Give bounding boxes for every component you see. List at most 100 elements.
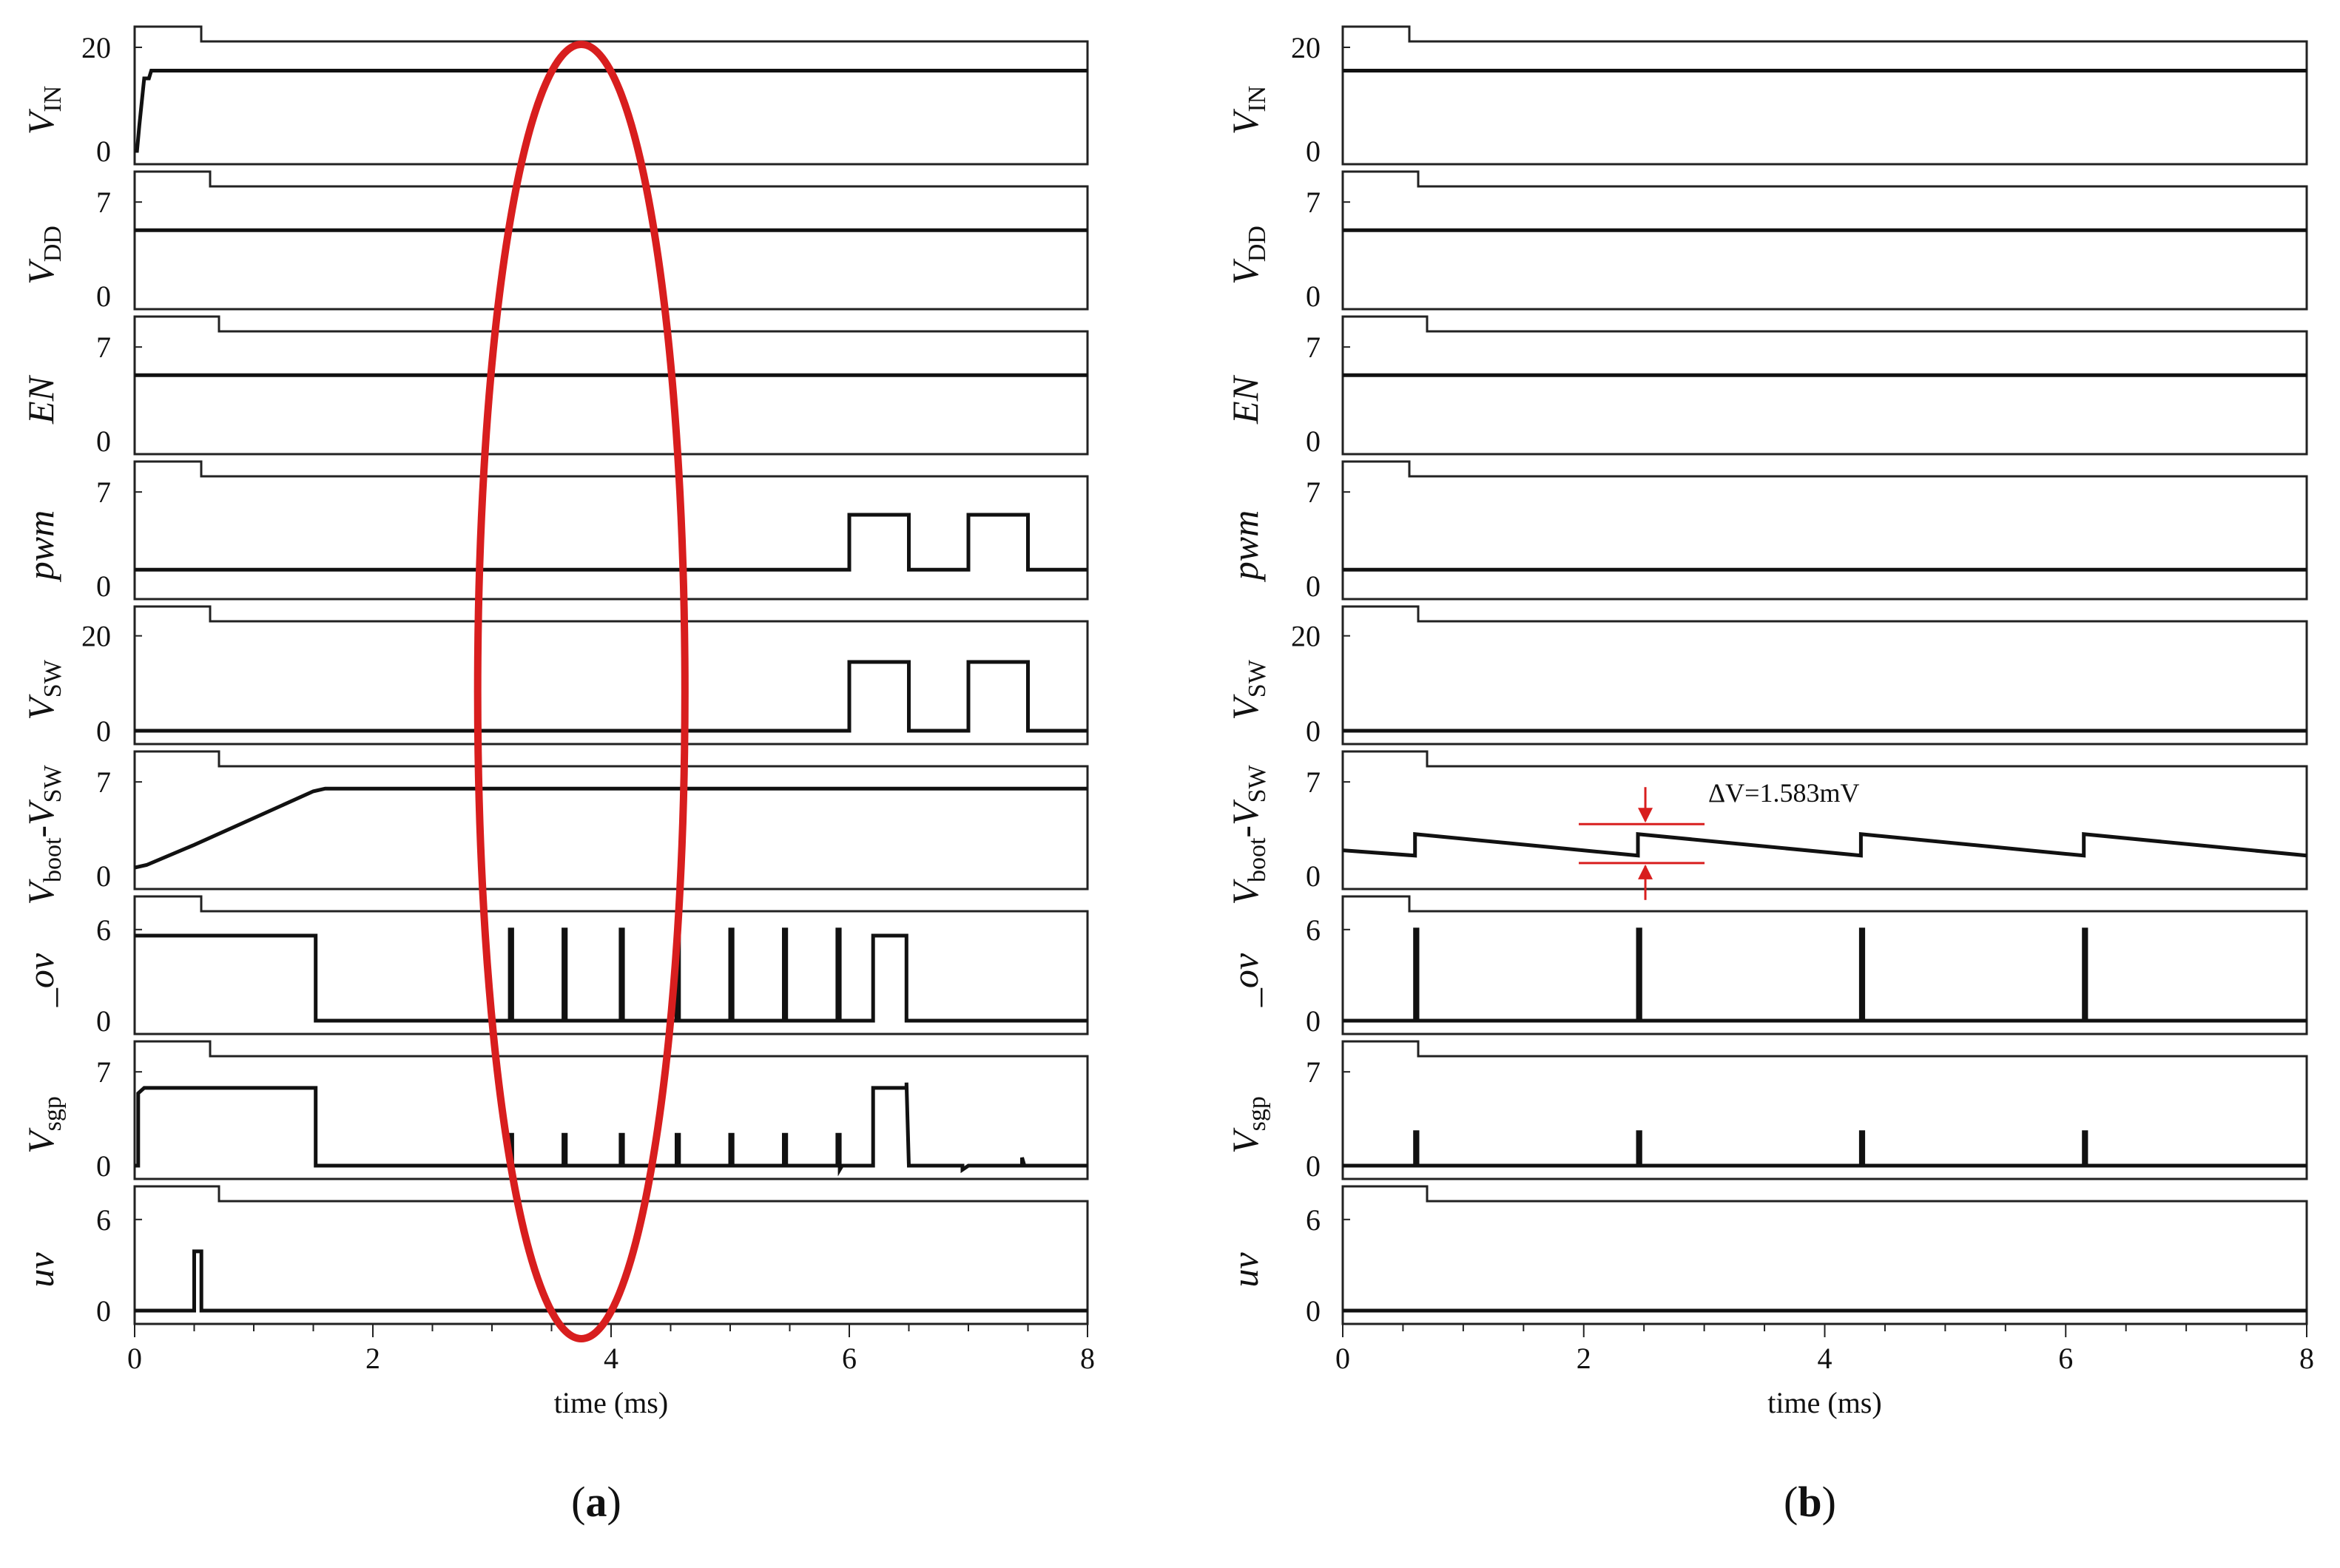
y-label-main2: V — [1224, 799, 1266, 825]
waveform-frame — [133, 460, 1089, 601]
y-axis-label: VIN — [1224, 86, 1271, 135]
delta-v-label: ΔV=1.583mV — [1708, 778, 1859, 808]
waveform-frame — [1341, 315, 2308, 456]
y-label-main: V — [20, 1127, 61, 1154]
y-label-sub2: SW — [39, 764, 67, 802]
y-axis-label: EN — [20, 374, 61, 425]
waveform-frame — [1341, 605, 2308, 746]
waveform-frame — [1341, 1185, 2308, 1325]
y-label-sub: DD — [39, 226, 67, 262]
y-label-main: V — [20, 258, 61, 285]
x-tick-label: 4 — [604, 1342, 618, 1375]
row-a-8: 6 0 uv — [20, 1185, 1089, 1328]
y-axis-label: _ov — [1224, 953, 1266, 1007]
row-b-0: 20 0 VIN — [1224, 25, 2308, 168]
y-label-main: V — [1224, 108, 1266, 135]
y-axis-label: VDD — [1224, 226, 1271, 285]
y-label-main: V — [20, 694, 61, 720]
panel-label-letter: a — [586, 1478, 607, 1526]
x-tick-label: 4 — [1818, 1342, 1832, 1375]
row-b-6: 6 0 _ov — [1224, 895, 2308, 1038]
y-label-sub: SW — [1244, 659, 1271, 697]
highlight-ellipse — [473, 41, 689, 1342]
y-axis-label: Vboot-VSW — [20, 764, 67, 905]
y-tick-label: 7 — [96, 476, 111, 509]
y-tick-label: 6 — [96, 913, 111, 947]
row-a-4: 20 0 VSW — [20, 605, 1089, 748]
y-axis-label: pwm — [20, 510, 61, 582]
row-a-6: 6 0 _ov — [20, 895, 1089, 1038]
arrow-head-down — [1638, 808, 1653, 823]
row-a-1: 7 0 VDD — [20, 170, 1089, 313]
y-tick-label: 7 — [1306, 331, 1321, 364]
trace-uv — [135, 1249, 1088, 1313]
y-axis-label: uv — [1224, 1252, 1266, 1288]
x-tick-label: 6 — [842, 1342, 857, 1375]
x-tick-label: 2 — [1577, 1342, 1591, 1375]
y-axis-label: VSW — [1224, 659, 1271, 720]
trace-vboot — [1342, 832, 2307, 858]
trace-vsgp — [1343, 1130, 2307, 1168]
trace-ov — [135, 927, 1088, 1023]
x-tick-label: 6 — [2058, 1342, 2073, 1375]
y-label-sub: DD — [1244, 226, 1271, 262]
y-axis-label: EN — [1224, 374, 1266, 425]
panel-label-suffix: ) — [607, 1478, 621, 1526]
y-axis-label: VSW — [20, 659, 67, 720]
y-tick-label: 0 — [1306, 1004, 1321, 1038]
x-axis-title: time (ms) — [554, 1386, 668, 1419]
trace-pwm — [135, 513, 1088, 572]
y-label-sub: sgp — [1244, 1096, 1271, 1131]
y-label-main: EN — [1224, 374, 1266, 425]
y-tick-label: 0 — [96, 714, 111, 748]
x-tick-label: 0 — [1335, 1342, 1350, 1375]
y-tick-label: 0 — [1306, 570, 1321, 603]
trace-ov — [1343, 927, 2307, 1023]
waveform-frame — [133, 605, 1089, 746]
y-tick-label: 0 — [1306, 425, 1321, 458]
y-tick-label: 7 — [96, 331, 111, 364]
x-tick-label: 8 — [1080, 1342, 1095, 1375]
y-tick-label: 0 — [96, 1149, 111, 1183]
y-tick-label: 20 — [1291, 620, 1321, 653]
waveform-frame — [133, 25, 1089, 166]
y-tick-label: 0 — [96, 570, 111, 603]
delta-v-annotation: ΔV=1.583mV — [1579, 778, 1859, 900]
y-tick-label: 0 — [96, 1294, 111, 1328]
row-b-2: 7 0 EN — [1224, 315, 2308, 458]
y-tick-label: 20 — [81, 620, 111, 653]
y-axis-label: uv — [20, 1252, 61, 1288]
trace-vin — [135, 69, 1088, 153]
waveform-frame — [1341, 1040, 2308, 1180]
y-tick-label: 20 — [1291, 31, 1321, 64]
y-axis-label: Vsgp — [1224, 1096, 1271, 1154]
y-label-main: V — [1224, 258, 1266, 285]
panel-label-prefix: ( — [1784, 1478, 1798, 1526]
y-tick-label: 0 — [1306, 859, 1321, 893]
x-tick-label: 0 — [127, 1342, 142, 1375]
row-a-2: 7 0 EN — [20, 315, 1089, 458]
waveform-frame — [133, 750, 1089, 891]
y-label-main: uv — [1224, 1252, 1266, 1288]
y-label-main: pwm — [20, 510, 61, 582]
y-label-sub: boot — [39, 837, 67, 882]
y-tick-label: 7 — [96, 766, 111, 799]
y-tick-label: 6 — [1306, 913, 1321, 947]
y-label-sub2: SW — [1244, 764, 1271, 802]
trace-vboot — [134, 786, 1088, 870]
panel-label-letter: b — [1798, 1478, 1821, 1526]
trace-vsgp — [135, 1082, 1088, 1177]
x-tick-label: 8 — [2299, 1342, 2314, 1375]
y-label-minus: - — [20, 825, 61, 838]
y-label-minus: - — [1224, 825, 1266, 838]
row-a-7: 7 0 Vsgp — [20, 1040, 1089, 1183]
y-tick-label: 0 — [1306, 280, 1321, 313]
y-tick-label: 0 — [1306, 1294, 1321, 1328]
y-label-main: V — [20, 108, 61, 135]
y-tick-label: 0 — [96, 859, 111, 893]
waveform-frame — [1341, 25, 2308, 166]
y-label-sub: sgp — [39, 1096, 67, 1131]
y-axis-label: VDD — [20, 226, 67, 285]
